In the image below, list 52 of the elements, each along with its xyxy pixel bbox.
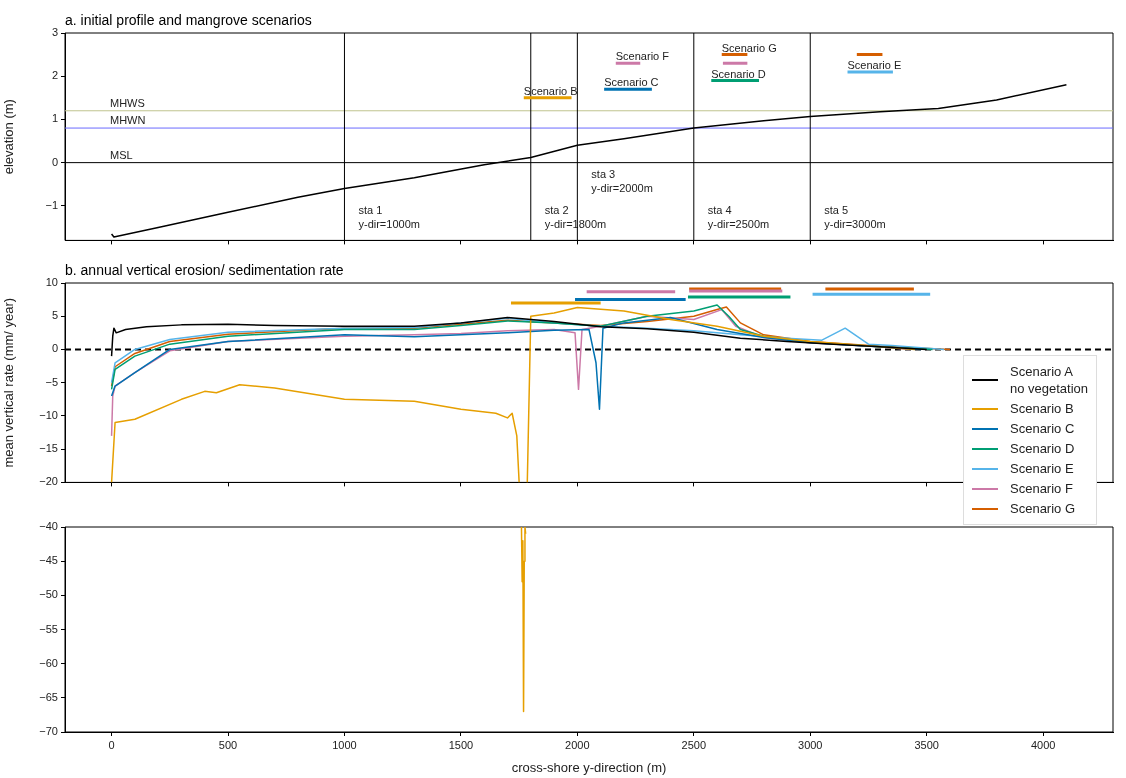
y-tick-label: −55 [39, 622, 58, 635]
y-tick-label: 0 [51, 342, 58, 355]
chart-title: a. initial profile and mangrove scenarios [65, 12, 312, 28]
y-tick-label: −10 [39, 408, 58, 421]
series-label: Scenario D [711, 67, 766, 80]
y-tick-label: −5 [45, 375, 58, 388]
y-axis-title: mean vertical rate (mm/ year) [1, 297, 17, 468]
y-tick-label: −70 [39, 725, 58, 738]
y-tick-label: −45 [39, 554, 58, 567]
series-label: Scenario C [604, 76, 659, 89]
series-label: Scenario E [847, 58, 902, 71]
legend-label: Scenario C [1010, 420, 1075, 437]
y-tick-label: −60 [39, 656, 58, 669]
x-tick-label: 0 [108, 738, 115, 751]
x-tick-label: 1000 [332, 738, 357, 751]
y-tick-label: 0 [51, 155, 58, 168]
ref-line-label: sta 4 y-dir=2500m [707, 204, 770, 231]
ref-line-label: MHWS [110, 96, 145, 109]
y-tick-label: −65 [39, 690, 58, 703]
y-tick-label: −40 [39, 520, 58, 533]
y-tick-label: −20 [39, 475, 58, 488]
y-tick-label: 3 [51, 26, 58, 39]
x-tick-label: 500 [218, 738, 238, 751]
x-tick-label: 2000 [565, 738, 590, 751]
y-tick-label: 5 [51, 309, 58, 322]
x-tick-label: 4000 [1030, 738, 1056, 751]
ref-line-label: sta 5 y-dir=3000m [824, 204, 886, 231]
series-label: Scenario F [615, 50, 670, 63]
y-tick-label: −15 [39, 442, 58, 455]
series-label: Scenario G [721, 41, 777, 54]
y-tick-label: 10 [45, 276, 58, 289]
x-axis-title: cross-shore y-direction (m) [511, 759, 667, 775]
y-tick-label: −1 [45, 198, 58, 211]
chart-title: b. annual vertical erosion/ sedimentation rate [65, 262, 344, 278]
legend-label: Scenario E [1010, 460, 1074, 477]
x-tick-label: 3500 [914, 738, 939, 751]
legend-label: Scenario F [1010, 480, 1073, 497]
y-tick-label: 1 [51, 112, 58, 125]
x-tick-label: 3000 [798, 738, 823, 751]
legend-label: Scenario B [1010, 400, 1074, 417]
legend-label: Scenario G [1010, 500, 1076, 517]
ref-line-label: sta 3 y-dir=2000m [591, 168, 653, 195]
x-tick-label: 1500 [448, 738, 474, 751]
x-tick-label: 2500 [681, 738, 707, 751]
legend-label: Scenario A no vegetation [1010, 363, 1089, 397]
y-tick-label: −50 [39, 588, 58, 601]
ref-line-label: MSL [110, 148, 133, 161]
y-tick-label: 2 [51, 69, 58, 82]
ref-line-label: sta 1 y-dir=1000m [358, 204, 420, 231]
y-axis-title: elevation (m) [1, 99, 17, 175]
ref-line-label: MHWN [110, 114, 146, 127]
legend-label: Scenario D [1010, 440, 1075, 457]
